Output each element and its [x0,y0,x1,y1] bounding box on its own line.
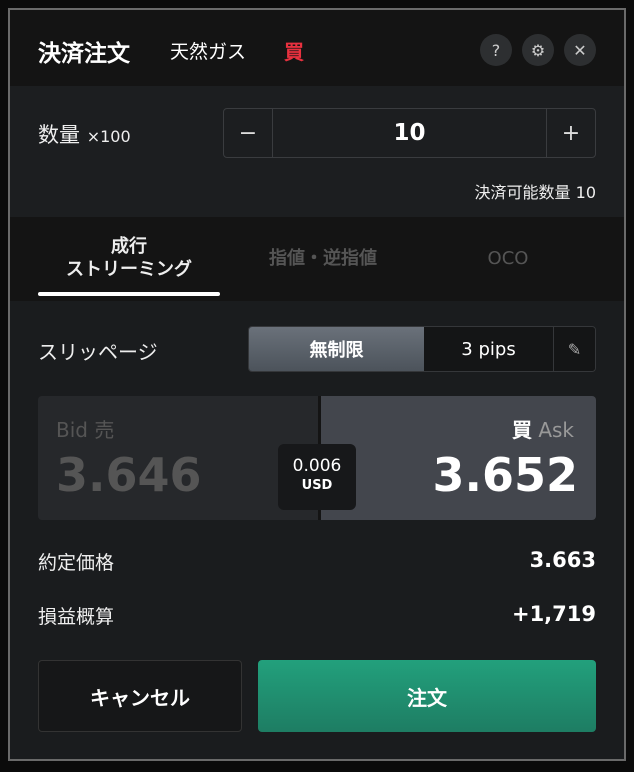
quantity-label: 数量 ×100 [38,119,131,149]
slippage-label: スリッページ [38,340,158,364]
ask-label: 買 Ask [512,414,574,443]
quantity-stepper[interactable]: − 10 + [223,108,596,158]
dialog-header: 決済注文 天然ガス 買 ? ⚙ ✕ [10,10,624,86]
close-icon[interactable]: ✕ [564,34,596,66]
bid-side: 売 [94,418,115,442]
cancel-button[interactable]: キャンセル [38,660,242,732]
order-type-tabs: 成行 ストリーミング 指値・逆指値 OCO [10,217,624,301]
quantity-label-text: 数量 [38,123,80,147]
bid-label: Bid 売 [56,414,114,443]
tab-limit-stop[interactable]: 指値・逆指値 [269,248,377,269]
increment-button[interactable]: + [561,120,581,146]
available-quantity: 決済可能数量 10 [474,183,596,202]
ask-label-text: Ask [538,418,574,442]
close-order-dialog: 決済注文 天然ガス 買 ? ⚙ ✕ 数量 ×100 − 10 + 決済可能数量 … [8,8,626,761]
side-badge: 買 [284,40,304,64]
slippage-selector[interactable]: 無制限 3 pips ✎ [248,326,596,372]
spread-value: 0.006 [292,456,342,476]
edit-icon[interactable]: ✎ [553,327,595,371]
bid-price: 3.646 [56,448,202,502]
order-button[interactable]: 注文 [258,660,596,732]
spread-unit: USD [301,478,333,493]
tab-label-line2: ストリーミング [66,259,192,280]
bid-label-text: Bid [56,418,88,442]
slippage-unlimited[interactable]: 無制限 [249,327,424,371]
help-icon[interactable]: ? [480,34,512,66]
instrument-name: 天然ガス [170,41,247,63]
pnl-estimate-value: +1,719 [511,602,596,626]
bid-button[interactable]: Bid 売 3.646 [38,396,318,520]
tab-market-streaming[interactable]: 成行 ストリーミング [38,235,220,281]
quantity-input[interactable]: 10 [272,109,547,157]
active-tab-indicator [38,292,220,296]
execution-price-value: 3.663 [529,548,596,572]
dialog-title: 決済注文 [38,41,130,67]
spread-badge: 0.006 USD [278,444,356,510]
quantity-unit: ×100 [86,127,131,146]
decrement-button[interactable]: − [238,120,258,146]
tab-oco[interactable]: OCO [487,248,529,269]
slippage-3pips[interactable]: 3 pips [424,327,553,371]
execution-price-row: 約定価格 3.663 [38,548,596,575]
ask-price: 3.652 [432,448,578,502]
tab-label-line1: 成行 [111,236,147,257]
execution-price-label: 約定価格 [38,552,115,574]
ask-button[interactable]: 買 Ask 3.652 [318,396,596,520]
pnl-estimate-row: 損益概算 +1,719 [38,602,596,629]
pnl-estimate-label: 損益概算 [38,606,115,628]
ask-side: 買 [511,418,532,442]
quantity-section: 数量 ×100 − 10 + 決済可能数量 10 [10,86,624,217]
gear-icon[interactable]: ⚙ [522,34,554,66]
